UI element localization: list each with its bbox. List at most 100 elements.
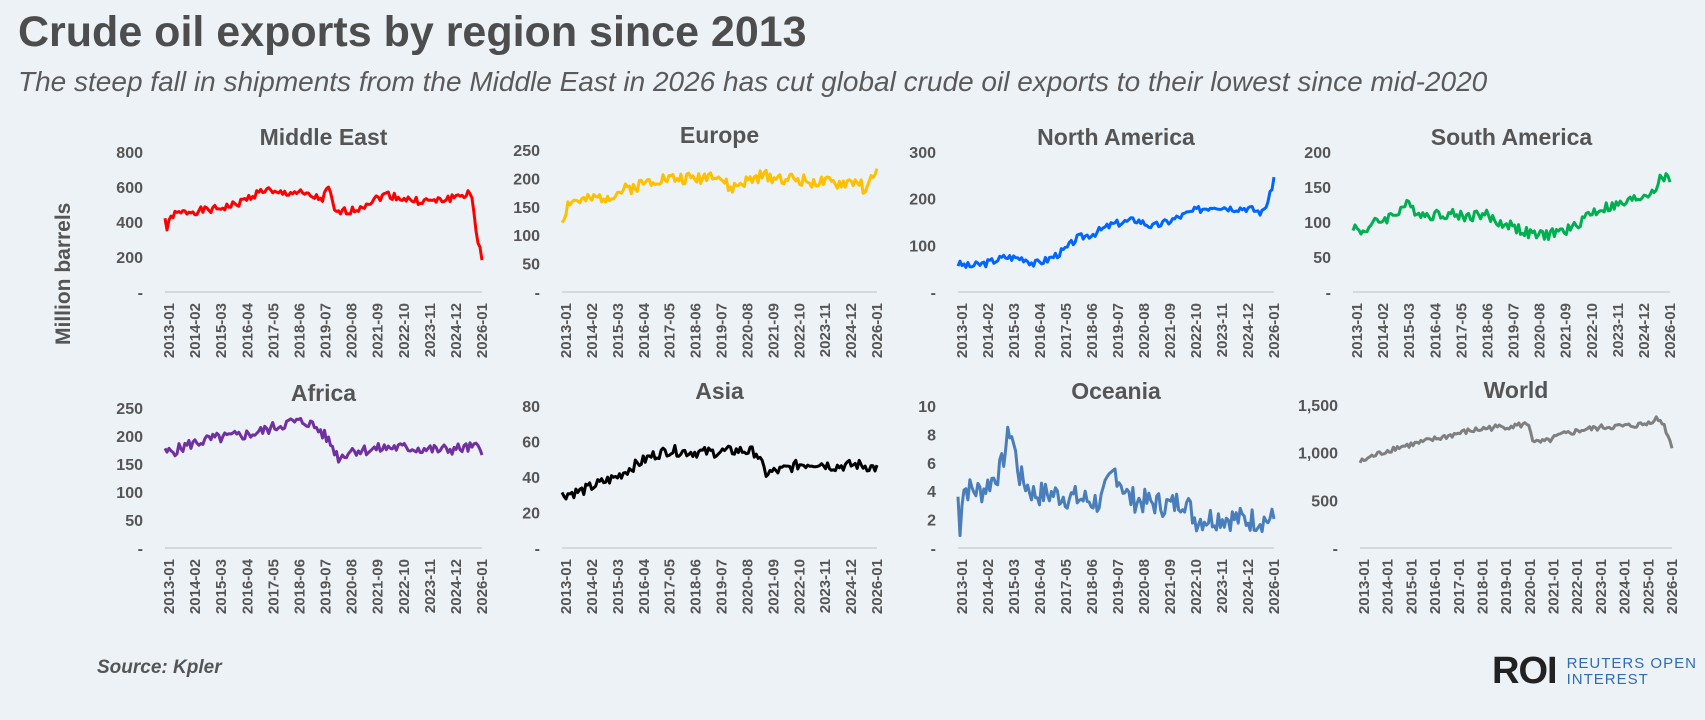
y-tick-label: 50: [1313, 250, 1331, 267]
x-tick-label: 2021-09: [765, 559, 782, 614]
y-tick-label: 200: [909, 192, 936, 209]
x-tick-label: 2018-06: [1084, 303, 1101, 358]
series-line: [1358, 415, 1674, 464]
x-tick-label: 2018-06: [1479, 303, 1496, 358]
x-tick-label: 2024-12: [448, 559, 465, 614]
x-tick-label: 2019-07: [318, 559, 335, 614]
panel-title: World: [1484, 377, 1549, 403]
series-line: [560, 168, 879, 224]
logo-text: REUTERS OPEN INTEREST: [1566, 654, 1697, 688]
x-tick-label: 2022-01: [1569, 559, 1586, 614]
x-tick-label: 2017-01: [1451, 559, 1468, 614]
y-tick-label: 1,000: [1298, 446, 1338, 463]
y-tick-label: 200: [116, 429, 143, 446]
panel-title: Middle East: [260, 124, 388, 150]
x-tick-label: 2014-02: [980, 303, 997, 358]
x-tick-label: 2014-02: [584, 303, 601, 358]
y-tick-label: -: [931, 541, 936, 558]
x-tick-label: 2016-04: [239, 302, 256, 358]
y-tick-label: -: [535, 541, 540, 558]
x-tick-label: 2023-11: [817, 559, 834, 613]
x-tick-label: 2016-04: [1032, 558, 1049, 614]
x-tick-label: 2017-05: [1058, 303, 1075, 358]
x-tick-label: 2019-07: [1110, 559, 1127, 614]
y-tick-label: 2: [927, 513, 936, 530]
y-tick-label: -: [138, 541, 143, 558]
x-tick-label: 2020-08: [1136, 303, 1153, 358]
x-tick-label: 2016-01: [1427, 559, 1444, 614]
x-tick-label: 2024-12: [448, 303, 465, 358]
x-tick-label: 2013-01: [161, 303, 178, 358]
y-tick-label: -: [931, 285, 936, 302]
x-tick-label: 2026-01: [869, 303, 886, 358]
x-tick-label: 2021-01: [1546, 559, 1563, 614]
x-tick-label: 2020-08: [1532, 303, 1549, 358]
x-tick-label: 2024-01: [1617, 559, 1634, 614]
x-tick-label: 2014-02: [980, 559, 997, 614]
x-tick-label: 2023-11: [1214, 559, 1231, 613]
y-tick-label: 250: [116, 401, 143, 418]
x-tick-label: 2024-12: [1240, 303, 1257, 358]
x-tick-label: 2020-01: [1522, 559, 1539, 614]
y-tick-label: 400: [116, 215, 143, 232]
x-tick-label: 2018-06: [291, 559, 308, 614]
series-line: [956, 176, 1276, 269]
x-tick-label: 2023-11: [1214, 303, 1231, 357]
y-tick-label: 150: [1304, 180, 1331, 197]
series-line: [1351, 172, 1672, 241]
x-tick-label: 2017-05: [662, 303, 679, 358]
y-tick-label: 1,500: [1298, 398, 1338, 415]
x-tick-label: 2017-05: [1058, 559, 1075, 614]
x-tick-label: 2014-02: [187, 303, 204, 358]
x-tick-label: 2019-07: [714, 303, 731, 358]
x-tick-label: 2014-02: [1375, 303, 1392, 358]
x-tick-label: 2016-04: [239, 558, 256, 614]
y-tick-label: -: [1333, 541, 1338, 558]
panel-title: Oceania: [1071, 378, 1161, 404]
x-tick-label: 2013-01: [1356, 559, 1373, 614]
x-tick-label: 2022-10: [791, 303, 808, 358]
x-tick-label: 2016-04: [636, 302, 653, 358]
panel-title: Europe: [680, 122, 759, 148]
x-tick-label: 2014-02: [187, 559, 204, 614]
x-tick-label: 2021-09: [765, 303, 782, 358]
x-tick-label: 2016-04: [1427, 302, 1444, 358]
roi-logo: ROI REUTERS OPEN INTEREST: [1492, 650, 1697, 693]
x-tick-label: 2013-01: [161, 559, 178, 614]
x-tick-label: 2022-10: [396, 559, 413, 614]
x-tick-label: 2013-01: [558, 559, 575, 614]
y-tick-label: -: [138, 285, 143, 302]
x-tick-label: 2017-05: [265, 303, 282, 358]
x-tick-label: 2025-01: [1640, 559, 1657, 614]
x-tick-label: 2021-09: [370, 303, 387, 358]
x-tick-label: 2013-01: [558, 303, 575, 358]
x-tick-label: 2020-08: [739, 303, 756, 358]
x-tick-label: 2013-01: [954, 559, 971, 614]
x-tick-label: 2026-01: [1662, 303, 1679, 358]
x-tick-label: 2020-08: [344, 559, 361, 614]
x-tick-label: 2018-01: [1474, 559, 1491, 614]
panel-title: North America: [1037, 124, 1195, 150]
x-tick-label: 2015-03: [1006, 303, 1023, 358]
x-tick-label: 2015-03: [1401, 303, 1418, 358]
y-tick-label: 6: [927, 456, 936, 473]
y-tick-label: 8: [927, 427, 936, 444]
y-tick-label: 40: [522, 470, 540, 487]
x-tick-label: 2017-05: [265, 559, 282, 614]
x-tick-label: 2015-01: [1403, 559, 1420, 614]
x-tick-label: 2018-06: [1084, 559, 1101, 614]
x-tick-label: 2020-08: [739, 559, 756, 614]
x-tick-label: 2023-11: [1610, 303, 1627, 357]
x-tick-label: 2016-04: [636, 558, 653, 614]
x-tick-label: 2013-01: [1349, 303, 1366, 358]
x-tick-label: 2019-07: [714, 559, 731, 614]
y-tick-label: 100: [513, 228, 540, 245]
x-tick-label: 2026-01: [474, 559, 491, 614]
x-tick-label: 2021-09: [1162, 559, 1179, 614]
y-tick-label: 250: [513, 143, 540, 160]
x-tick-label: 2026-01: [1664, 559, 1681, 614]
y-tick-label: 50: [522, 257, 540, 274]
logo-text-line1: REUTERS OPEN: [1566, 654, 1697, 672]
logo-mark: ROI: [1492, 650, 1558, 692]
